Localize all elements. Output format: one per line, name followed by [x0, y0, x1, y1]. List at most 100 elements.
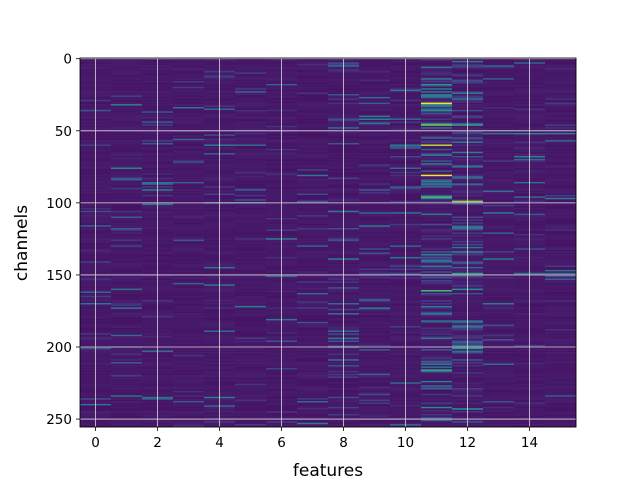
heatmap-cell: [173, 62, 205, 65]
heatmap-cell: [235, 222, 267, 225]
heatmap-cell: [297, 92, 329, 95]
heatmap-cell: [111, 166, 143, 168]
heatmap-cell: [111, 63, 143, 66]
heatmap-cell: [359, 303, 391, 305]
heatmap-cell: [545, 395, 577, 398]
heatmap-cell: [545, 389, 577, 392]
heatmap-cell: [483, 114, 515, 116]
heatmap-cell: [111, 376, 143, 379]
heatmap-cell: [421, 73, 453, 76]
heatmap-cell: [483, 117, 515, 119]
heatmap-cell: [483, 292, 515, 295]
heatmap-cell: [545, 245, 577, 248]
heatmap-cell: [545, 347, 577, 350]
heatmap-cell: [235, 236, 267, 239]
heatmap-cell: [111, 73, 143, 76]
heatmap-cell: [173, 425, 205, 428]
heatmap-cell: [235, 297, 267, 300]
heatmap-cell: [483, 63, 515, 66]
heatmap-cell: [421, 85, 453, 88]
heatmap-cell: [235, 317, 267, 320]
heatmap-cell: [173, 213, 205, 216]
heatmap-cell: [545, 220, 577, 223]
heatmap-cell: [235, 268, 267, 271]
heatmap-cell: [297, 294, 329, 297]
heatmap-cell: [545, 65, 577, 67]
heatmap-cell: [359, 148, 391, 151]
heatmap-cell: [173, 294, 205, 297]
heatmap-cell: [421, 60, 453, 63]
heatmap-cell: [545, 216, 577, 219]
heatmap-cell: [421, 82, 453, 85]
heatmap-cell: [173, 261, 205, 263]
heatmap-cell: [421, 66, 453, 69]
heatmap-cell: [421, 279, 453, 282]
heatmap-cell: [483, 220, 515, 223]
heatmap-cell: [483, 174, 515, 177]
heatmap-cell: [173, 369, 205, 372]
heatmap-cell: [483, 344, 515, 347]
heatmap-cell: [297, 301, 329, 304]
heatmap-cell: [421, 366, 453, 369]
heatmap-cell: [483, 398, 515, 400]
heatmap-cell: [483, 206, 515, 209]
heatmap-cell: [297, 228, 329, 230]
heatmap-cell: [359, 406, 391, 409]
heatmap-cell: [483, 218, 515, 220]
heatmap-cell: [545, 242, 577, 245]
grid-lines: [80, 58, 576, 427]
heatmap-cell: [297, 416, 329, 419]
heatmap-cell: [111, 307, 143, 310]
heatmap-cell: [359, 230, 391, 233]
heatmap-cell: [111, 328, 143, 331]
heatmap-cell: [483, 261, 515, 263]
heatmap-cell: [173, 164, 205, 167]
heatmap-cell: [173, 232, 205, 235]
heatmap-cell: [545, 95, 577, 98]
heatmap-cell: [483, 81, 515, 83]
heatmap-cell: [483, 88, 515, 91]
heatmap-cell: [359, 419, 391, 422]
heatmap-cell: [235, 395, 267, 398]
heatmap-cell: [235, 277, 267, 279]
heatmap-cell: [235, 290, 267, 292]
heatmap-cell: [297, 419, 329, 422]
heatmap-cell: [235, 192, 267, 194]
heatmap-cell: [545, 167, 577, 170]
y-axis-label: channels: [12, 205, 32, 281]
heatmap-cell: [483, 362, 515, 364]
heatmap-cell: [359, 251, 391, 253]
heatmap-cell: [235, 76, 267, 79]
heatmap-cell: [297, 63, 329, 66]
heatmap-cell: [483, 121, 515, 124]
heatmap-cell: [483, 176, 515, 178]
heatmap-cell: [173, 219, 205, 222]
heatmap-cell: [359, 117, 391, 119]
heatmap-cell: [173, 375, 205, 377]
heatmap-cell: [173, 79, 205, 82]
heatmap-cell: [483, 415, 515, 418]
heatmap-cell: [297, 243, 329, 246]
heatmap-cell: [359, 341, 391, 344]
heatmap-cell: [483, 313, 515, 315]
heatmap-cell: [111, 60, 143, 63]
heatmap-cell: [173, 148, 205, 151]
heatmap-cell: [359, 180, 391, 183]
heatmap-cell: [235, 220, 267, 223]
heatmap-cell: [173, 121, 205, 124]
heatmap-cell: [235, 310, 267, 312]
heatmap-cell: [359, 125, 391, 128]
heatmap-cell: [297, 305, 329, 308]
heatmap-cell: [483, 318, 515, 321]
heatmap-cell: [297, 311, 329, 314]
heatmap-cell: [483, 366, 515, 369]
heatmap-cell: [359, 101, 391, 103]
heatmap-cell: [297, 236, 329, 239]
heatmap-cell: [111, 225, 143, 227]
heatmap-cell: [111, 101, 143, 103]
heatmap-cell: [545, 94, 577, 96]
heatmap-cell: [297, 344, 329, 347]
heatmap-cell: [173, 383, 205, 386]
heatmap-cell: [421, 108, 453, 111]
heatmap-cell: [483, 210, 515, 213]
